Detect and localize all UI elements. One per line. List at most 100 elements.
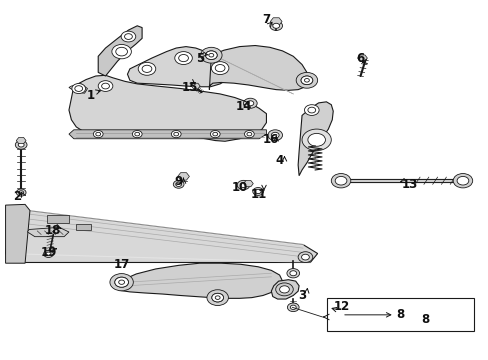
Circle shape (255, 189, 261, 194)
Circle shape (289, 271, 296, 276)
Circle shape (286, 269, 299, 278)
Circle shape (178, 54, 188, 62)
Polygon shape (5, 204, 30, 263)
Circle shape (96, 132, 101, 136)
Circle shape (456, 176, 468, 185)
Circle shape (215, 296, 220, 300)
Polygon shape (69, 84, 87, 93)
Circle shape (302, 129, 330, 150)
Circle shape (210, 131, 220, 138)
Text: 12: 12 (333, 300, 349, 313)
Polygon shape (127, 46, 229, 87)
Polygon shape (209, 45, 307, 90)
Circle shape (307, 134, 325, 146)
Text: 2: 2 (13, 190, 21, 203)
Text: 18: 18 (45, 224, 61, 238)
Circle shape (211, 293, 223, 302)
Circle shape (75, 86, 82, 91)
Polygon shape (243, 180, 253, 187)
Circle shape (211, 62, 228, 75)
Circle shape (205, 51, 217, 59)
Circle shape (46, 252, 51, 256)
Circle shape (205, 51, 217, 59)
Circle shape (279, 286, 289, 293)
Circle shape (173, 132, 178, 136)
Circle shape (301, 76, 312, 85)
Circle shape (246, 101, 253, 106)
Polygon shape (357, 55, 366, 61)
Circle shape (301, 254, 309, 260)
Text: 15: 15 (182, 81, 198, 94)
Circle shape (121, 31, 136, 42)
Circle shape (212, 132, 217, 136)
Circle shape (246, 132, 251, 136)
Circle shape (334, 176, 346, 185)
Text: 13: 13 (400, 178, 417, 191)
Circle shape (237, 180, 249, 190)
Circle shape (175, 182, 181, 186)
Circle shape (269, 21, 282, 31)
Text: 1: 1 (87, 89, 95, 102)
Polygon shape (112, 263, 282, 298)
Text: 19: 19 (40, 246, 57, 259)
Text: 6: 6 (356, 51, 364, 64)
Circle shape (200, 47, 222, 63)
Circle shape (174, 51, 192, 64)
Polygon shape (16, 138, 26, 144)
Circle shape (271, 132, 279, 138)
Text: 16: 16 (263, 133, 279, 146)
Circle shape (102, 83, 109, 89)
Text: 9: 9 (174, 175, 183, 188)
Text: 4: 4 (275, 154, 283, 167)
Circle shape (43, 250, 53, 257)
Circle shape (304, 105, 319, 116)
Circle shape (124, 34, 132, 40)
Circle shape (135, 132, 140, 136)
Circle shape (452, 174, 472, 188)
Circle shape (287, 303, 299, 312)
Text: 8: 8 (420, 313, 428, 327)
Circle shape (18, 143, 24, 147)
Text: 11: 11 (250, 188, 267, 201)
Circle shape (138, 62, 156, 75)
Polygon shape (270, 18, 282, 25)
Circle shape (243, 98, 257, 108)
Circle shape (290, 305, 296, 310)
Text: 10: 10 (231, 181, 247, 194)
Bar (327, 298, 473, 331)
Bar (47, 215, 69, 223)
Circle shape (298, 252, 312, 262)
Circle shape (115, 277, 128, 287)
Circle shape (206, 290, 228, 306)
Circle shape (330, 174, 350, 188)
Bar (76, 225, 91, 230)
Circle shape (307, 107, 315, 113)
Text: 17: 17 (113, 258, 129, 271)
Circle shape (240, 183, 246, 188)
Circle shape (252, 188, 263, 195)
Text: 5: 5 (196, 51, 204, 64)
Circle shape (301, 76, 312, 85)
Text: 14: 14 (235, 100, 251, 113)
Circle shape (72, 84, 85, 94)
Polygon shape (298, 102, 332, 176)
Polygon shape (98, 26, 142, 76)
Polygon shape (69, 130, 266, 139)
Circle shape (132, 131, 142, 138)
Polygon shape (177, 173, 189, 180)
Polygon shape (271, 280, 299, 299)
Circle shape (267, 130, 282, 140)
Circle shape (98, 81, 113, 91)
Circle shape (244, 131, 254, 138)
Circle shape (173, 180, 183, 188)
Circle shape (208, 53, 213, 57)
Circle shape (119, 280, 124, 284)
Text: 3: 3 (297, 289, 305, 302)
Text: 7: 7 (262, 13, 270, 26)
Circle shape (171, 131, 181, 138)
Polygon shape (191, 83, 200, 89)
Circle shape (93, 131, 103, 138)
Text: 8: 8 (396, 308, 404, 321)
Circle shape (272, 23, 279, 28)
Circle shape (275, 283, 293, 296)
